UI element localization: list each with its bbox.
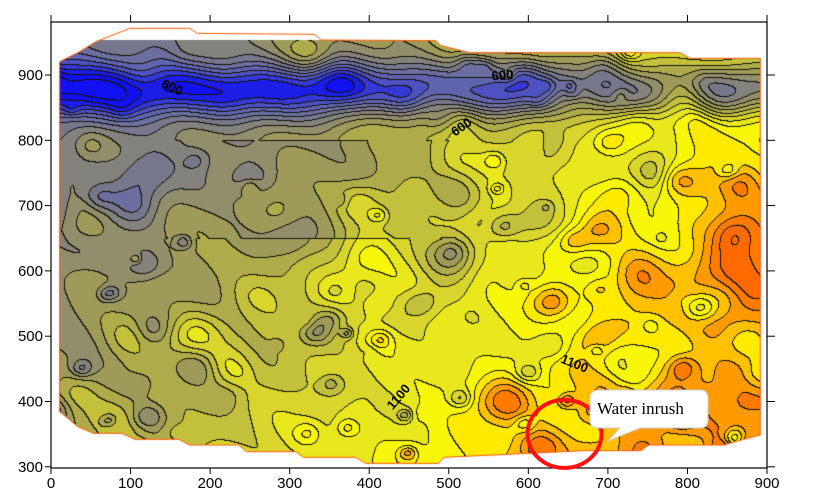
callout-text: Water inrush (597, 399, 684, 418)
x-tick-label: 700 (595, 475, 620, 492)
contour-label: 1100 (384, 381, 414, 412)
plot-frame (50, 21, 768, 469)
contour-label: 600 (448, 114, 474, 139)
x-tick-label: 0 (47, 475, 55, 492)
contour-label: 1100 (559, 351, 591, 375)
x-tick-label: 600 (516, 475, 541, 492)
axes: 0 100 200 300 400 500 600 700 800 900 300 400 500 600… (18, 15, 780, 492)
y-tick-label: 700 (18, 198, 43, 215)
contour-labels: 600 600 600 1100 1100 (159, 67, 590, 413)
x-tick-label: 300 (277, 475, 302, 492)
y-tick-label: 300 (18, 459, 43, 476)
x-tick-label: 400 (357, 475, 382, 492)
y-tick-label: 400 (18, 394, 43, 411)
callout-bubble (589, 389, 709, 442)
y-tick-label: 600 (18, 263, 43, 280)
x-tick-label: 100 (118, 475, 143, 492)
y-tick-label: 900 (18, 67, 43, 84)
water-inrush-annotation: Water inrush (525, 389, 709, 470)
y-tick-label: 800 (18, 132, 43, 149)
contour-label: 600 (159, 76, 185, 99)
x-tick-label: 800 (675, 475, 700, 492)
x-tick-label: 500 (436, 475, 461, 492)
y-tick-label: 500 (18, 328, 43, 345)
x-tick-label: 900 (754, 475, 779, 492)
water-inrush-marker (525, 397, 604, 470)
x-tick-label: 200 (198, 475, 223, 492)
contour-label: 600 (491, 67, 514, 84)
